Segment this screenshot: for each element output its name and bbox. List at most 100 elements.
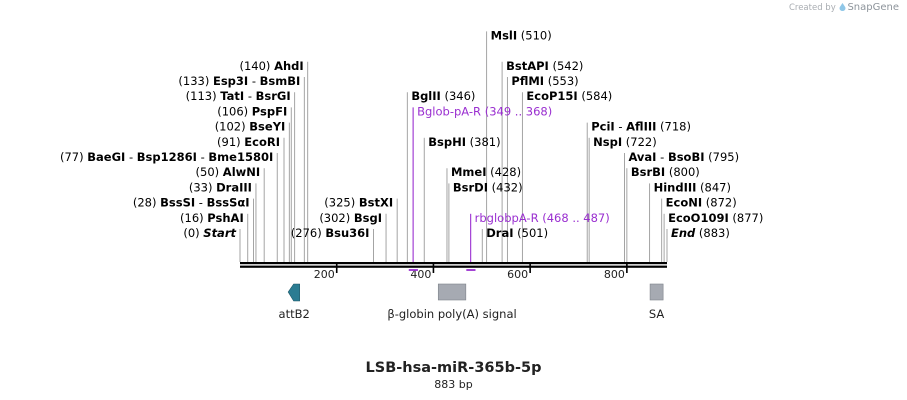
site-prefix: (133) [178, 74, 213, 88]
credit-prefix: Created by [788, 3, 836, 13]
site-suffix: (381) [466, 135, 501, 149]
site-label-pcii[interactable]: PciI - AflIII (718) [591, 120, 691, 134]
site-label-ecoo109i[interactable]: EcoO109I (877) [668, 211, 763, 225]
svg-text:BspHI (381): BspHI (381) [428, 135, 500, 149]
site-label-ahdi[interactable]: (140) AhdI [239, 59, 303, 73]
site-label-tati[interactable]: (113) TatI - BsrGI [186, 89, 291, 103]
site-label-bsrdi[interactable]: BsrDI (432) [453, 180, 523, 194]
site-name: Bme1580I [208, 150, 273, 164]
site-label-avai[interactable]: AvaI - BsoBI (795) [628, 150, 739, 164]
site-suffix: (800) [665, 165, 700, 179]
site-name: TatI [220, 89, 244, 103]
site-label-esp3i[interactable]: (133) Esp3I - BsmBI [178, 74, 300, 88]
site-label-alwni[interactable]: (50) AlwNI [196, 165, 261, 179]
site-label-bsphi[interactable]: BspHI (381) [428, 135, 500, 149]
svg-text:(28) BssSI - BssSαI: (28) BssSI - BssSαI [133, 196, 250, 210]
feature-attb2[interactable]: attB2 [279, 283, 310, 321]
feature-sa[interactable]: SA [649, 283, 665, 321]
axis-tick-label: 200 [314, 268, 335, 281]
site-sep: - [615, 120, 626, 134]
site-label-econi[interactable]: EcoNI (872) [666, 196, 737, 210]
sequence-backbone [240, 262, 667, 268]
site-prefix: (0) [183, 226, 203, 240]
site-label-bsgi[interactable]: (302) BsgI [319, 211, 382, 225]
site-name: PspFI [252, 104, 287, 118]
site-label-bstapi[interactable]: BstAPI (542) [506, 59, 583, 73]
plasmid-name: LSB-hsa-miR-365b-5p [365, 360, 542, 376]
site-label-pflmi[interactable]: PflMI (553) [511, 74, 578, 88]
site-name: BseYI [249, 120, 285, 134]
feature-label-attb2: attB2 [279, 307, 310, 321]
svg-text:(325) BstXI: (325) BstXI [324, 196, 393, 210]
site-suffix: (432) [488, 180, 523, 194]
site-name: BsoBI [668, 150, 705, 164]
svg-text:(77) BaeGI - Bsp1286I - B: (77) BaeGI - Bsp1286I - Bme1580I [60, 150, 273, 164]
site-label-end[interactable]: End (883) [671, 226, 730, 240]
plasmid-size: 883 bp [434, 378, 473, 391]
site-label-ecori[interactable]: (91) EcoRI [217, 135, 280, 149]
site-label-bsu36i[interactable]: (276) Bsu36I [291, 226, 370, 240]
svg-text:BsrDI (432): BsrDI (432) [453, 180, 523, 194]
site-label-bglob_pa_r[interactable]: Bglob-pA-R (349 .. 368) [417, 104, 552, 118]
snapgene-logo-icon [839, 3, 846, 11]
site-label-msli[interactable]: MslI (510) [491, 28, 552, 42]
created-by-credit[interactable]: Created by SnapGene [789, 2, 899, 13]
site-prefix: (16) [180, 211, 207, 225]
site-label-rbglobpa_r[interactable]: rbglobpA-R (468 .. 487) [475, 211, 610, 225]
svg-text:MmeI (428): MmeI (428) [451, 165, 521, 179]
feature-arrow-attb2 [287, 283, 300, 302]
site-label-drai[interactable]: DraI (501) [486, 226, 548, 240]
feature-bglobin[interactable]: β-globin poly(A) signal [387, 283, 517, 321]
site-label-bsrbi[interactable]: BsrBI (800) [631, 165, 700, 179]
site-name: Bglob-pA-R [417, 104, 481, 118]
svg-text:PciI - AflIII (718): PciI - AflIII (718) [591, 120, 691, 134]
site-name: BssSI [160, 196, 195, 210]
site-label-ecop15i[interactable]: EcoP15I (584) [526, 89, 612, 103]
site-prefix: (91) [217, 135, 244, 149]
site-name: PshAI [207, 211, 243, 225]
site-label-bstxi[interactable]: (325) BstXI [324, 196, 393, 210]
axis-ticks: 200 400 600 800 [314, 264, 628, 281]
site-name: BstXI [359, 196, 393, 210]
site-label-bsssi[interactable]: (28) BssSI - BssSαI [133, 196, 250, 210]
svg-text:rbglobpA-R (468 .. 487): rbglobpA-R (468 .. 487) [475, 211, 610, 225]
site-name: HindIII [654, 180, 697, 194]
site-name: BsrGI [256, 89, 291, 103]
site-name: Start [203, 226, 236, 240]
axis-tick-label: 600 [507, 268, 528, 281]
site-label-start[interactable]: (0) Start [183, 226, 236, 240]
site-label-draiii[interactable]: (33) DraIII [189, 180, 252, 194]
site-label-pshai[interactable]: (16) PshAI [180, 211, 244, 225]
site-suffix: (722) [622, 135, 657, 149]
site-label-bseyi[interactable]: (102) BseYI [215, 120, 286, 134]
site-suffix: (847) [696, 180, 731, 194]
site-prefix: (276) [291, 226, 326, 240]
site-suffix: (468 .. 487) [539, 211, 610, 225]
svg-text:NspI (722): NspI (722) [593, 135, 657, 149]
svg-text:(0) Start: (0) Start [183, 226, 236, 240]
site-name: AvaI [628, 150, 656, 164]
site-prefix: (113) [186, 89, 221, 103]
svg-text:(33) DraIII: (33) DraIII [189, 180, 252, 194]
site-label-mmei[interactable]: MmeI (428) [451, 165, 521, 179]
site-name: BglII [411, 89, 441, 103]
site-label-hindiii[interactable]: HindIII (847) [654, 180, 731, 194]
site-name: AlwNI [223, 165, 260, 179]
svg-text:(133) Esp3I - BsmBI: (133) Esp3I - BsmBI [178, 74, 300, 88]
site-name: BaeGI [87, 150, 125, 164]
site-name: BssSαI [207, 196, 250, 210]
site-name: MslI [491, 28, 518, 42]
site-label-nspi[interactable]: NspI (722) [593, 135, 657, 149]
site-prefix: (106) [217, 104, 252, 118]
site-name: BsgI [354, 211, 382, 225]
feature-label-bglobin: β-globin poly(A) signal [387, 307, 516, 321]
svg-text:End (883): End (883) [671, 226, 730, 240]
axis-tick-label: 800 [604, 268, 625, 281]
axis-tick-label: 400 [410, 268, 431, 281]
site-name: PciI [591, 120, 614, 134]
site-label-baegi[interactable]: (77) BaeGI - Bsp1286I - Bme1580I [60, 150, 273, 164]
svg-text:MslI (510): MslI (510) [491, 28, 552, 42]
site-label-pspfi[interactable]: (106) PspFI [217, 104, 287, 118]
site-label-bglii[interactable]: BglII (346) [411, 89, 475, 103]
